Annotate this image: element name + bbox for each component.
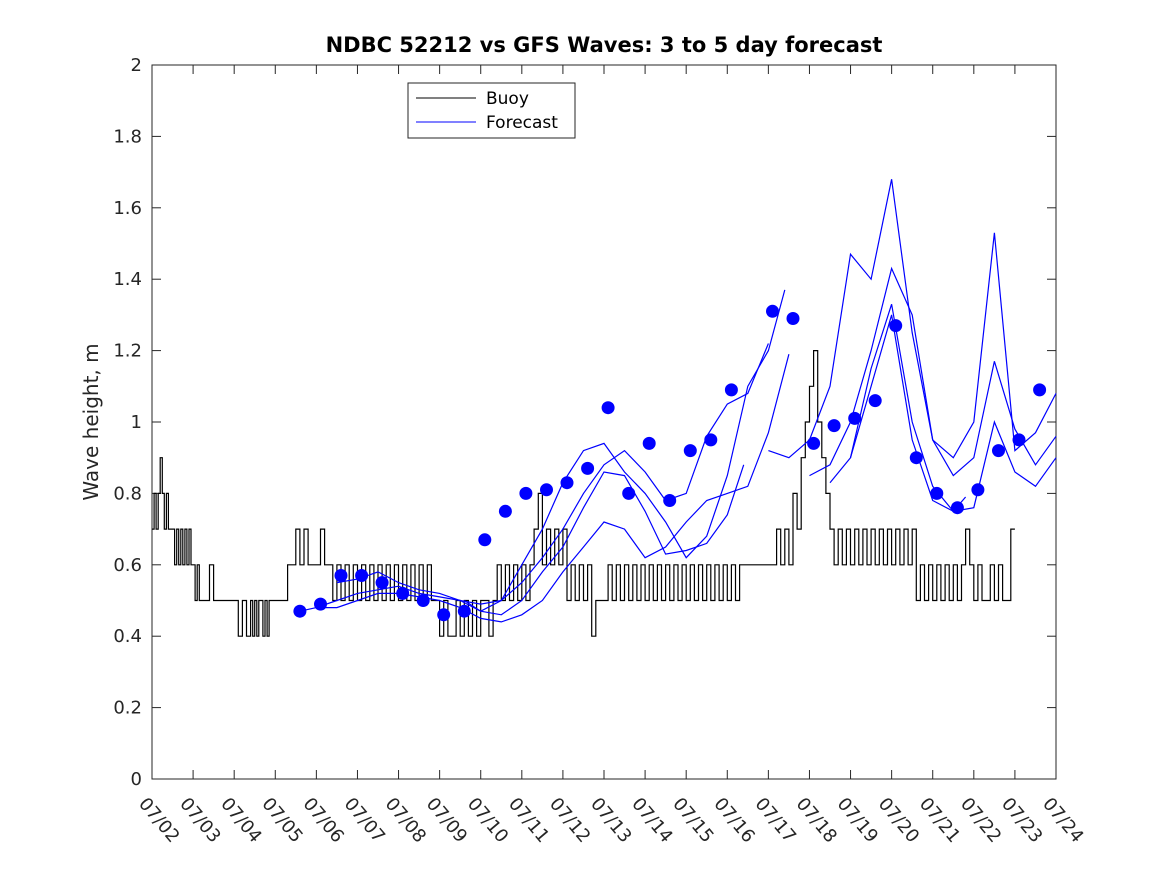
y-axis: 0 0.2 0.4 0.6 0.8 1 1.2 1.4 1.6 1.8 2 (113, 55, 1056, 790)
forecast-point (540, 483, 553, 497)
y-tick-label: 1.2 (113, 341, 142, 362)
y-tick-label: 1.6 (113, 198, 142, 219)
forecast-point (889, 319, 903, 333)
y-tick-label: 2 (131, 55, 142, 76)
forecast-point (622, 486, 636, 500)
forecast-point (930, 486, 944, 500)
y-tick-label: 0.2 (113, 698, 142, 719)
forecast-point (581, 461, 595, 475)
forecast-point (971, 483, 985, 497)
forecast-point (457, 604, 471, 618)
series-layer (152, 179, 1057, 637)
legend-box (407, 82, 576, 139)
forecast-point (355, 569, 369, 582)
forecast-series-line-5 (768, 179, 1057, 459)
legend-buoy-label: Buoy (486, 89, 529, 109)
chart-title: NDBC 52212 vs GFS Waves: 3 to 5 day fore… (326, 33, 883, 57)
forecast-point (683, 444, 697, 458)
forecast-point (314, 597, 327, 611)
forecast-point (663, 494, 677, 507)
forecast-point (909, 451, 923, 465)
forecast-point (519, 486, 533, 500)
forecast-point (827, 419, 841, 433)
forecast-point (1012, 433, 1026, 447)
forecast-point (437, 608, 451, 622)
forecast-point (807, 436, 821, 450)
y-tick-label: 1.4 (113, 269, 142, 290)
legend: Buoy Forecast (407, 82, 576, 139)
forecast-point (293, 604, 307, 618)
legend-forecast-label: Forecast (486, 113, 558, 133)
y-tick-label: 1 (131, 412, 142, 433)
y-tick-label: 0 (131, 769, 142, 790)
y-axis-label: Wave height, m (79, 343, 103, 500)
y-tick-label: 0.4 (113, 626, 142, 647)
forecast-point (478, 533, 492, 547)
forecast-point (396, 586, 410, 600)
forecast-point (498, 504, 512, 518)
forecast-series-line-1 (299, 354, 790, 623)
forecast-point (375, 576, 389, 590)
forecast-point (786, 312, 800, 325)
forecast-series-line-2 (316, 343, 769, 609)
forecast-point (704, 433, 718, 447)
forecast-series-line-7 (829, 304, 1057, 512)
forecast-point (560, 476, 574, 490)
forecast-point (766, 304, 779, 318)
forecast-point (416, 594, 430, 607)
forecast-series-line-4 (463, 464, 745, 616)
forecast-point (848, 411, 862, 425)
forecast-point (950, 501, 964, 515)
forecast-point (868, 394, 882, 408)
y-tick-label: 0.6 (113, 555, 142, 576)
forecast-point (642, 436, 656, 450)
forecast-point (1033, 383, 1047, 397)
y-tick-label: 0.8 (113, 483, 142, 504)
forecast-point (724, 383, 738, 397)
forecast-point (334, 569, 348, 582)
forecast-point (601, 401, 615, 415)
forecast-point (992, 444, 1005, 458)
buoy-series-line (152, 350, 1015, 637)
y-tick-label: 1.8 (113, 126, 142, 147)
